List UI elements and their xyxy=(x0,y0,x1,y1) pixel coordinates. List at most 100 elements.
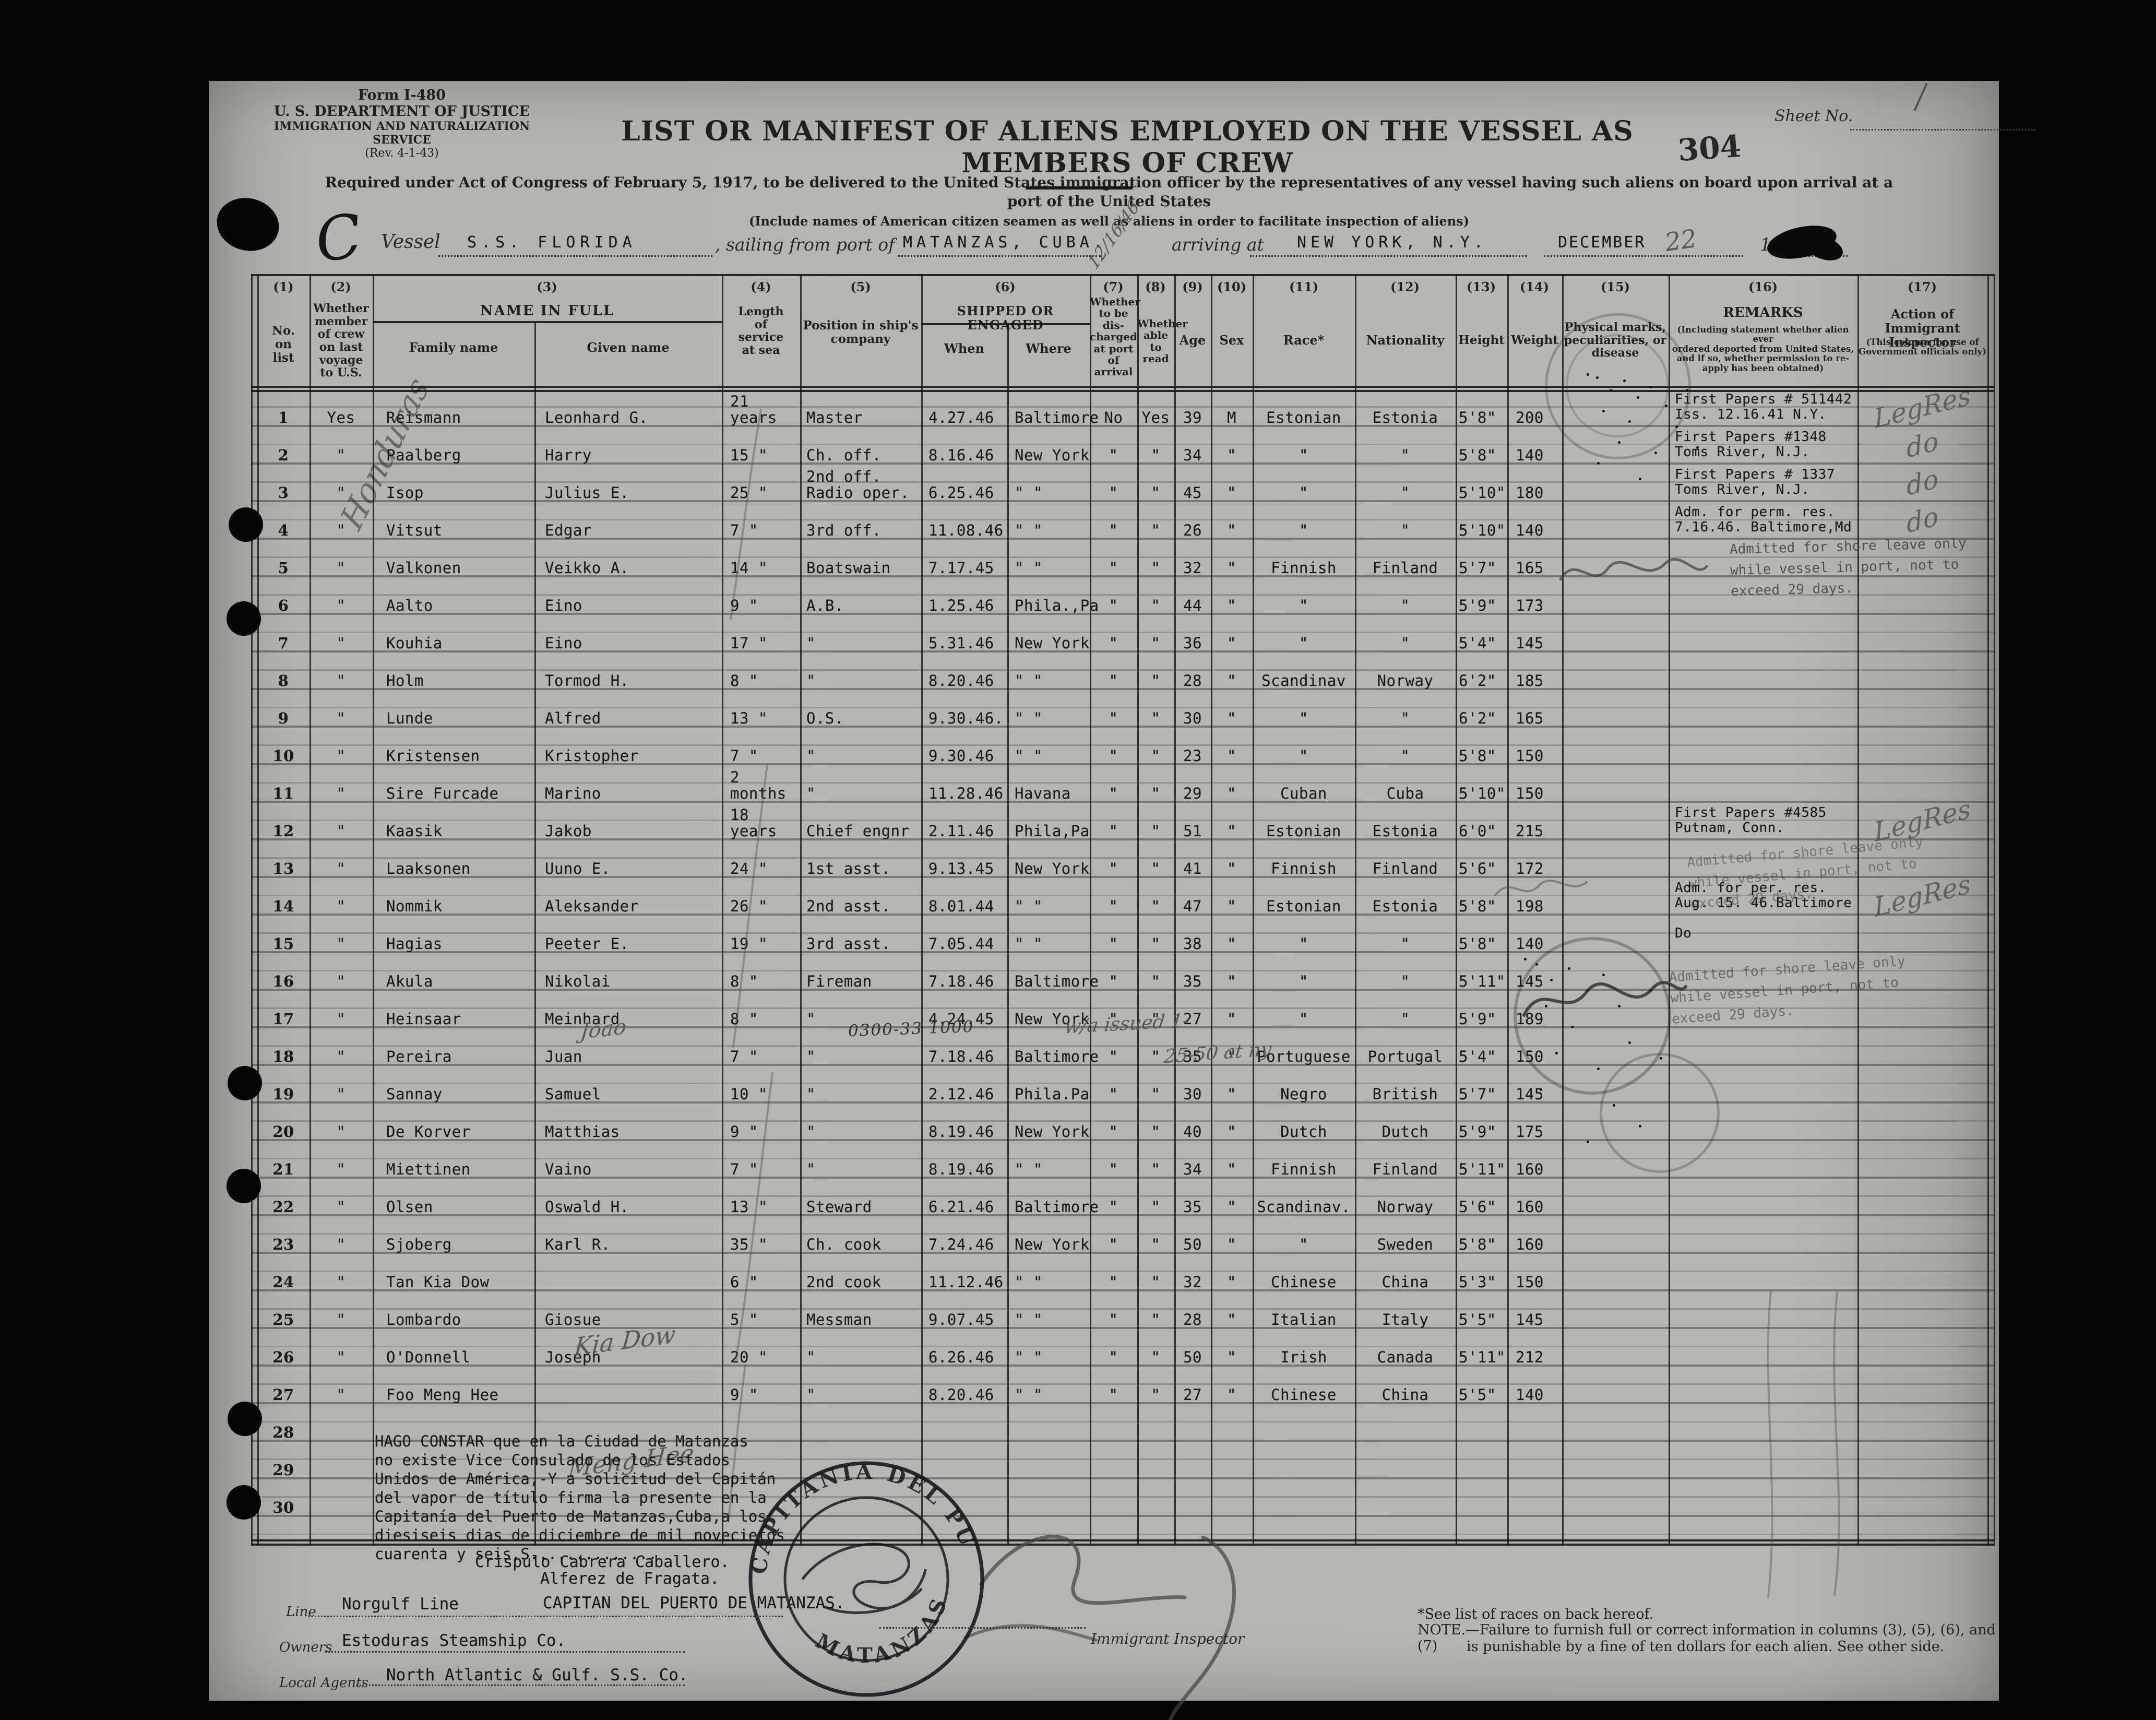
cell-sex-row-12: " xyxy=(1227,822,1236,840)
cell-when-row-7: 5.31.46 xyxy=(928,634,994,652)
cell-read-row-10: " xyxy=(1151,747,1161,765)
cell-read-row-5: " xyxy=(1151,559,1161,577)
cell-service-row-18: 7 " xyxy=(730,1048,758,1065)
grid-vline xyxy=(921,274,923,1546)
cell-no-row-29: 29 xyxy=(272,1461,294,1479)
grid-vline xyxy=(1507,274,1509,1546)
cell-height-row-25: 5'5" xyxy=(1459,1311,1496,1328)
cell-remarks-row-4: Adm. for perm. res. 7.16.46. Baltimore,M… xyxy=(1675,504,1852,535)
round-stamp-faint-2 xyxy=(1514,937,1671,1095)
owners-value: Estoduras Steamship Co. xyxy=(342,1631,566,1650)
cell-where-row-27: " " xyxy=(1015,1386,1043,1404)
cell-weight-row-15: 140 xyxy=(1516,935,1544,953)
cell-when-row-1: 4.27.46 xyxy=(928,409,994,426)
cell-given-row-2: Harry xyxy=(545,446,592,464)
footnote-note2: is punishable by a fine of ten dollars f… xyxy=(1467,1639,1945,1655)
cell-position-row-1: Master xyxy=(806,409,863,426)
cell-where-row-20: New York xyxy=(1015,1123,1090,1141)
subtitle-line1: Required under Act of Congress of Februa… xyxy=(325,174,1893,191)
cell-discharged-row-5: " xyxy=(1109,559,1118,577)
cell-sex-row-8: " xyxy=(1227,672,1236,690)
cell-position-row-2: Ch. off. xyxy=(806,446,882,464)
cell-read-row-8: " xyxy=(1151,672,1161,690)
cell-member-row-27: " xyxy=(336,1386,346,1404)
cell-no-row-28: 28 xyxy=(272,1424,294,1441)
cell-read-row-22: " xyxy=(1151,1198,1161,1216)
cell-service-row-13: 24 " xyxy=(730,860,768,877)
cell-sex-row-21: " xyxy=(1227,1160,1236,1178)
cell-when-row-20: 8.19.46 xyxy=(928,1123,994,1141)
owners-dotted xyxy=(325,1651,685,1653)
cell-member-row-24: " xyxy=(336,1273,346,1291)
cell-position-row-7: " xyxy=(806,634,816,652)
cell-family-row-19: Sannay xyxy=(386,1085,443,1103)
cell-when-row-4: 11.08.46 xyxy=(928,521,1004,539)
include-note: (Include names of American citizen seame… xyxy=(748,213,1470,229)
cell-age-row-25: 28 xyxy=(1183,1311,1202,1328)
cell-service-row-3: 25 " xyxy=(730,484,768,502)
cell-no-row-1: 1 xyxy=(278,409,289,426)
cell-service-row-23: 35 " xyxy=(730,1236,768,1253)
cell-nationality-row-26: Canada xyxy=(1377,1348,1434,1366)
cell-read-row-6: " xyxy=(1151,597,1161,614)
cell-service-row-15: 19 " xyxy=(730,935,768,953)
cell-discharged-row-13: " xyxy=(1109,860,1118,877)
cell-service-row-22: 13 " xyxy=(730,1198,768,1216)
cell-height-row-18: 5'4" xyxy=(1459,1048,1496,1065)
cell-height-row-6: 5'9" xyxy=(1459,597,1496,614)
grid-hline xyxy=(251,1544,1994,1546)
cell-given-row-15: Peeter E. xyxy=(545,935,629,953)
cell-age-row-17: 27 xyxy=(1183,1010,1202,1028)
col-header-age: Age xyxy=(1179,333,1206,348)
sheet-no-line xyxy=(1850,129,2035,131)
cell-when-row-18: 7.18.46 xyxy=(928,1048,994,1065)
cell-service-row-9: 13 " xyxy=(730,709,768,727)
cell-height-row-15: 5'8" xyxy=(1459,935,1496,953)
cell-height-row-2: 5'8" xyxy=(1459,446,1496,464)
round-stamp-faint-1 xyxy=(1545,313,1691,459)
cell-member-row-14: " xyxy=(336,897,346,915)
cell-weight-row-27: 140 xyxy=(1516,1386,1544,1404)
cell-weight-row-20: 175 xyxy=(1516,1123,1544,1141)
cell-position-row-26: " xyxy=(806,1348,816,1366)
cell-given-row-1: Leonhard G. xyxy=(545,409,648,426)
cell-weight-row-3: 180 xyxy=(1516,484,1544,502)
shipped-group-rule xyxy=(921,323,1090,325)
cell-given-row-6: Eino xyxy=(545,597,582,614)
cell-where-row-10: " " xyxy=(1015,747,1043,765)
cell-position-row-8: " xyxy=(806,672,816,690)
cell-nationality-row-21: Finland xyxy=(1372,1160,1438,1178)
cell-position-row-9: O.S. xyxy=(806,709,844,727)
cell-read-row-18: " xyxy=(1151,1048,1161,1065)
cell-member-row-9: " xyxy=(336,709,346,727)
cell-read-row-24: " xyxy=(1151,1273,1161,1291)
cell-discharged-row-23: " xyxy=(1109,1236,1118,1253)
cell-service-row-2: 15 " xyxy=(730,446,768,464)
cell-given-row-17: Meinhard xyxy=(545,1010,620,1028)
cell-where-row-1: Baltimore xyxy=(1015,409,1099,426)
cell-read-row-26: " xyxy=(1151,1348,1161,1366)
cell-height-row-9: 6'2" xyxy=(1459,709,1496,727)
cell-member-row-3: " xyxy=(336,484,346,502)
cell-height-row-17: 5'9" xyxy=(1459,1010,1496,1028)
cell-where-row-12: Phila,Pa xyxy=(1015,822,1090,840)
cell-position-row-27: " xyxy=(806,1386,816,1404)
cell-no-row-15: 15 xyxy=(272,935,294,953)
cell-position-row-12: Chief engnr xyxy=(806,822,910,840)
grid-vline xyxy=(1211,274,1212,1546)
cell-read-row-12: " xyxy=(1151,822,1161,840)
col-header-family: Family name xyxy=(409,340,498,355)
cell-race-row-13: Finnish xyxy=(1271,860,1337,877)
footnote-races: *See list of races on back hereof. xyxy=(1418,1606,1654,1622)
cell-member-row-5: " xyxy=(336,559,346,577)
cell-position-row-23: Ch. cook xyxy=(806,1236,882,1253)
inspector-dotted xyxy=(879,1627,1086,1629)
grid-vline xyxy=(1987,274,1989,1546)
cell-nationality-row-25: Italy xyxy=(1381,1311,1429,1328)
cell-remarks-row-15: Do xyxy=(1675,925,1692,941)
col-header-race: Race* xyxy=(1283,333,1325,348)
cell-weight-row-14: 198 xyxy=(1516,897,1544,915)
cell-family-row-18: Pereira xyxy=(386,1048,452,1065)
cell-nationality-row-8: Norway xyxy=(1377,672,1434,690)
